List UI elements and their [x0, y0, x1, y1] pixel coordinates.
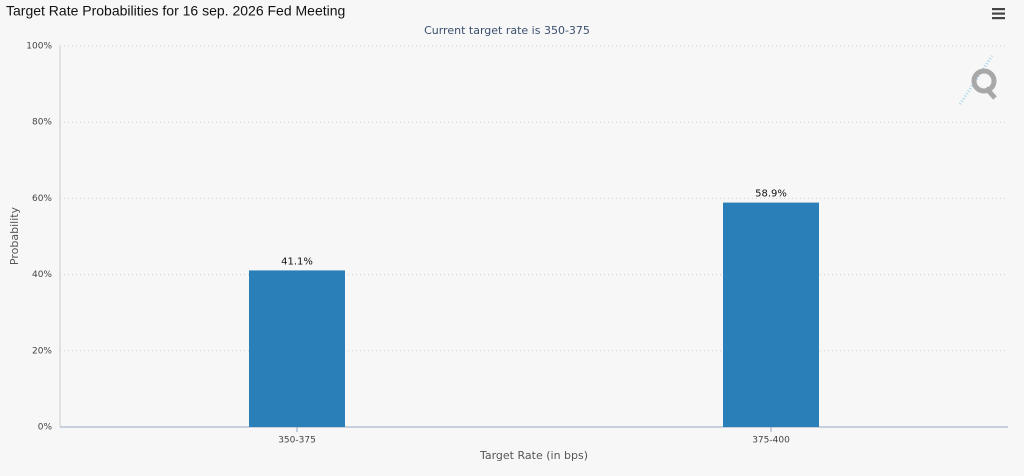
- y-axis-label: Probability: [8, 206, 21, 265]
- chart-subtitle: Current target rate is 350-375: [424, 24, 590, 37]
- logo: [958, 55, 997, 105]
- data-label: 41.1%: [281, 256, 313, 267]
- y-tick-label: 40%: [32, 270, 52, 280]
- y-tick-label: 20%: [32, 346, 52, 356]
- y-tick-label: 80%: [32, 118, 52, 128]
- data-label: 58.9%: [755, 189, 787, 200]
- menu-bar[interactable]: [992, 8, 1005, 11]
- bar: [249, 270, 345, 427]
- y-tick-label: 0%: [38, 423, 53, 433]
- x-axis-label: Target Rate (in bps): [479, 449, 588, 462]
- menu-bar[interactable]: [992, 17, 1005, 20]
- chart-title: Target Rate Probabilities for 16 sep. 20…: [6, 3, 345, 19]
- logo-tail: [984, 86, 997, 100]
- menu-bar[interactable]: [992, 12, 1005, 15]
- bar: [723, 202, 819, 427]
- y-tick-label: 100%: [26, 42, 52, 52]
- x-tick-label: 350-375: [278, 436, 316, 446]
- logo-ring: [971, 68, 997, 94]
- menu-button[interactable]: [992, 8, 1005, 20]
- x-tick-label: 375-400: [752, 436, 790, 446]
- y-tick-label: 60%: [32, 194, 52, 204]
- logo-stroke: [958, 55, 994, 105]
